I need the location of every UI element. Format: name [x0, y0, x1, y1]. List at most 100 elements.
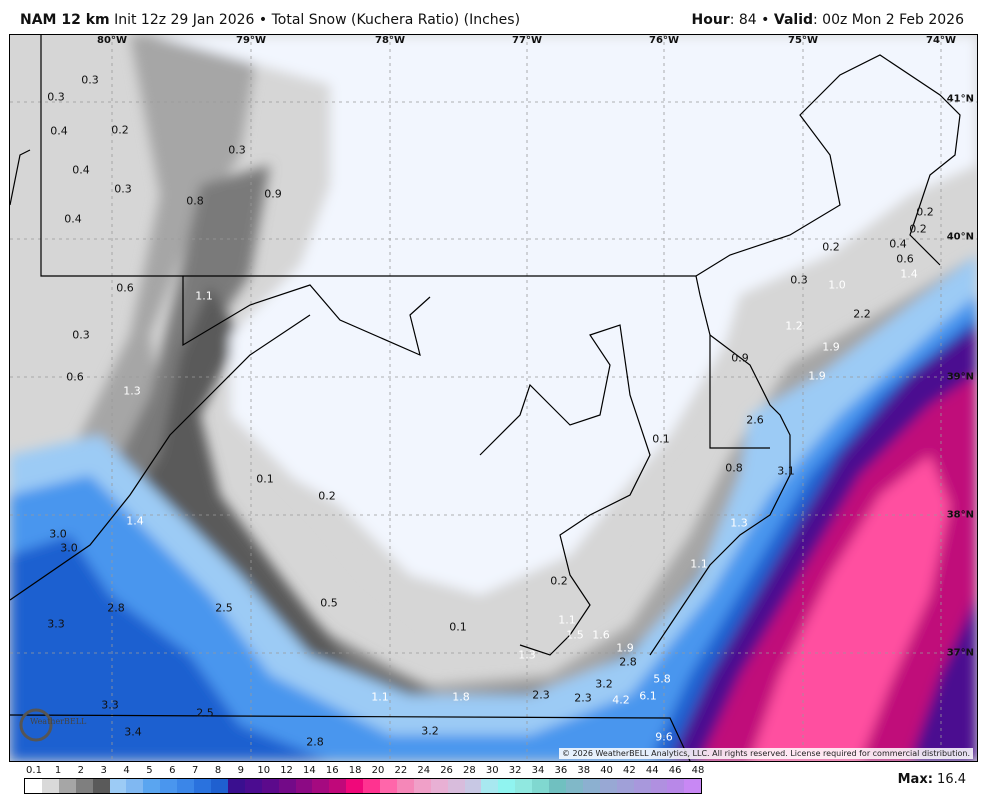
- legend-swatch: [75, 779, 93, 793]
- valid-value: : 00z Mon 2 Feb 2026: [813, 12, 964, 28]
- legend-swatch: [194, 779, 211, 793]
- snow-total-label: 1.8: [452, 690, 470, 704]
- snow-total-label: 0.2: [111, 123, 129, 137]
- max-number: 16.4: [937, 772, 966, 787]
- snow-total-label: 0.1: [652, 432, 670, 446]
- weatherbell-logo: WeatherBELL: [16, 707, 94, 743]
- snow-total-label: 1.1: [195, 289, 213, 303]
- snow-total-label: 1.9: [808, 369, 826, 383]
- legend-tick: 18: [348, 765, 362, 776]
- legend-tick: 1: [54, 765, 62, 776]
- legend-swatch: [312, 779, 330, 793]
- snow-total-label: 0.3: [81, 73, 99, 87]
- snow-total-label: 3.3: [101, 698, 119, 712]
- legend-swatch: [109, 779, 127, 793]
- legend-tick: 34: [531, 765, 545, 776]
- max-label: Max:: [897, 772, 933, 787]
- snow-total-label: 0.5: [320, 596, 338, 610]
- snow-total-label: 0.3: [72, 328, 90, 342]
- snow-total-label: 0.6: [896, 252, 914, 266]
- legend-tick: 36: [554, 765, 568, 776]
- no-snow-area: [150, 35, 977, 625]
- snow-total-label: 0.2: [916, 205, 934, 219]
- snow-total-label: 1.6: [592, 628, 610, 642]
- model-name: NAM 12 km: [20, 12, 110, 28]
- snow-total-label: 0.6: [116, 281, 134, 295]
- graticule: [10, 35, 977, 761]
- legend-tick: 10: [257, 765, 271, 776]
- snow-total-label: 3.2: [421, 724, 439, 738]
- snow-total-label: 0.3: [114, 182, 132, 196]
- snow-total-label: 1.4: [126, 514, 144, 528]
- snow-total-label: 0.2: [318, 489, 336, 503]
- legend-tick: 42: [623, 765, 636, 776]
- snow-total-label: 4.2: [612, 693, 630, 707]
- hour-label: Hour: [691, 12, 730, 28]
- snow-total-label: 5.8: [653, 672, 671, 686]
- legend-tick-labels: 0.1 1 2 3 4 5 6 7 8 9 10 12 14 16 18 20 22 24 26 28 30 32 34 36…: [0, 765, 984, 777]
- legend-tick: 0.1: [26, 765, 42, 776]
- legend-swatch: [650, 779, 668, 793]
- legend-swatch: [515, 779, 533, 793]
- snow-total-label: 0.8: [186, 194, 204, 208]
- legend-swatch: [396, 779, 414, 793]
- snow-total-label: 3.3: [47, 617, 65, 631]
- legend-swatch: [25, 779, 42, 793]
- snow-total-label: 1.2: [785, 319, 803, 333]
- legend-swatch: [498, 779, 516, 793]
- snow-total-label: 0.3: [47, 90, 65, 104]
- legend-swatch: [346, 779, 364, 793]
- snow-total-label: 1.5: [566, 628, 584, 642]
- legend-swatch: [295, 779, 313, 793]
- snow-total-label: 1.1: [558, 613, 576, 627]
- snow-total-label: 1.3: [730, 516, 748, 530]
- snow-total-label: 0.4: [50, 124, 68, 138]
- legend-tick: 20: [371, 765, 385, 776]
- legend-swatch: [616, 779, 634, 793]
- snow-total-label: 6.1: [639, 689, 657, 703]
- legend-tick: 26: [440, 765, 453, 776]
- legend-swatch: [430, 779, 448, 793]
- legend-tick: 7: [191, 765, 199, 776]
- hour-value: : 84: [729, 12, 757, 28]
- legend-swatch: [566, 779, 583, 793]
- snow-total-label: 3.0: [60, 541, 78, 555]
- snow-total-label: 3.2: [595, 677, 613, 691]
- snow-total-label: 1.1: [371, 690, 389, 704]
- legend-swatch: [41, 779, 59, 793]
- snow-total-label: 1.3: [518, 648, 536, 662]
- longitude-label: 80°W: [97, 35, 127, 46]
- legend-swatch: [126, 779, 144, 793]
- longitude-label: 77°W: [512, 35, 542, 46]
- snow-total-label: 0.3: [790, 273, 808, 287]
- snow-total-label: 1.9: [822, 340, 840, 354]
- snowfall-map: 80°W 79°W 78°W 77°W 76°W 75°W 74°W 41°N 40°N 39°…: [9, 34, 978, 762]
- logo-globe-icon: [19, 708, 53, 742]
- longitude-label: 76°W: [649, 35, 679, 46]
- legend-swatch: [227, 779, 245, 793]
- legend-tick: 4: [123, 765, 130, 776]
- snow-total-label: 0.2: [550, 574, 568, 588]
- snow-total-label: 3.0: [49, 527, 67, 541]
- legend-tick: 5: [146, 765, 153, 776]
- product-name: Total Snow (Kuchera Ratio) (Inches): [271, 12, 521, 28]
- snow-total-label: 0.9: [731, 351, 749, 365]
- snow-total-label: 9.6: [655, 730, 673, 744]
- legend-tick: 38: [577, 765, 591, 776]
- snow-total-label: 0.1: [449, 620, 467, 634]
- legend-tick: 3: [100, 765, 107, 776]
- color-legend: [24, 778, 702, 794]
- legend-swatch: [684, 779, 702, 793]
- latitude-label: 37°N: [946, 647, 974, 659]
- legend-tick: 22: [394, 765, 408, 776]
- latitude-label: 38°N: [946, 509, 974, 521]
- snow-total-label: 0.8: [725, 461, 743, 475]
- snow-total-label: 0.3: [228, 143, 246, 157]
- separator: •: [761, 12, 770, 28]
- snow-total-label: 2.3: [532, 688, 550, 702]
- snow-total-label: 1.3: [123, 384, 141, 398]
- legend-swatch: [549, 779, 566, 793]
- legend-tick: 28: [463, 765, 476, 776]
- legend-swatch: [210, 779, 228, 793]
- legend-swatch: [481, 779, 499, 793]
